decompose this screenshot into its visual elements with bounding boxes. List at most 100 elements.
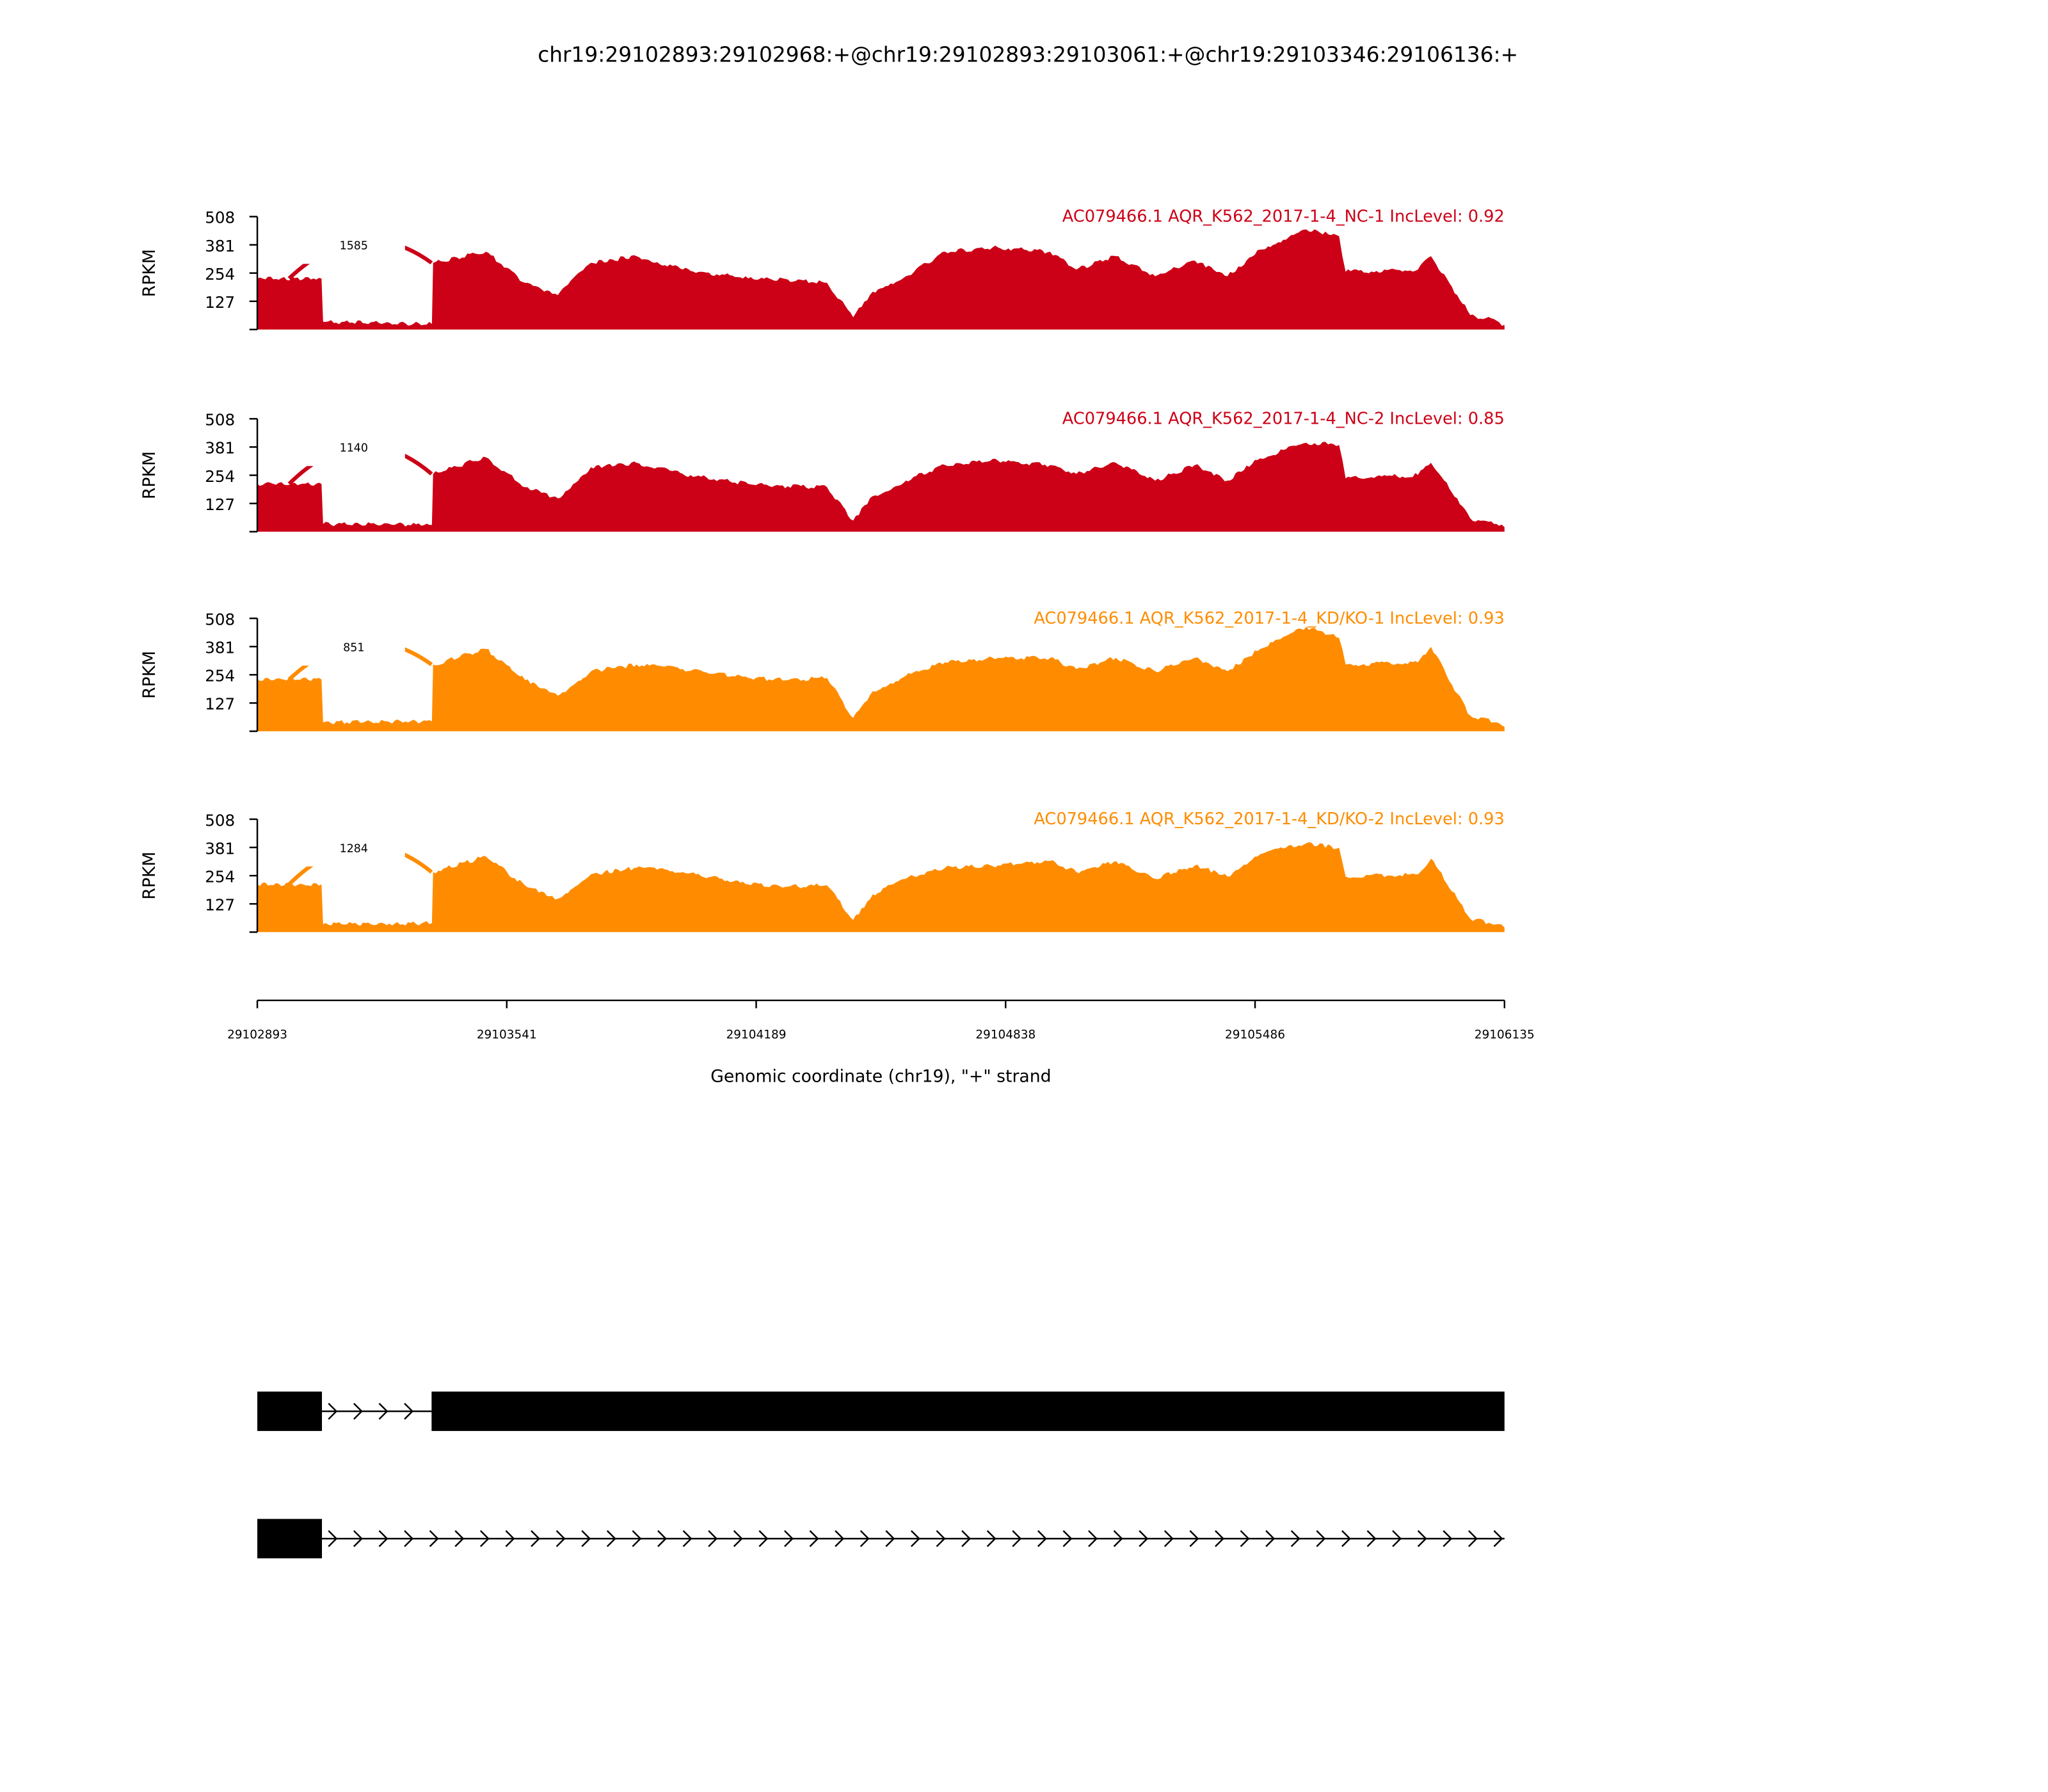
y-tick-label: 127 — [205, 293, 235, 312]
x-tick-label: 29104189 — [726, 1028, 787, 1042]
strand-arrow-icon — [1290, 1530, 1300, 1548]
strand-arrow-icon — [809, 1530, 819, 1548]
coverage-panel-2: 1140 127 254 381 508 RPKM AC079466.1 AQR_K562_… — [140, 410, 1505, 532]
x-tick-label: 29105486 — [1225, 1028, 1285, 1042]
strand-arrow-icon — [1468, 1530, 1478, 1548]
coverage-panel-3: 851 127 254 381 508 RPKM AC079466.1 AQR_K562_2… — [140, 609, 1505, 732]
coverage-area — [257, 627, 1505, 732]
x-tick-label: 29102893 — [227, 1028, 287, 1042]
strand-arrow-icon — [1316, 1530, 1326, 1548]
y-tick-label: 127 — [205, 896, 235, 915]
x-tick-label: 29104838 — [975, 1028, 1036, 1042]
y-tick-label: 254 — [205, 867, 235, 886]
strand-arrow-icon — [860, 1530, 870, 1548]
strand-arrow-icon — [454, 1530, 465, 1548]
y-tick-label: 508 — [205, 411, 235, 429]
y-axis-label: RPKM — [140, 451, 159, 499]
y-tick-label: 254 — [205, 667, 235, 685]
strand-arrow-icon — [1062, 1530, 1073, 1548]
sample-title: AC079466.1 AQR_K562_2017-1-4_KD/KO-1 Inc… — [1034, 609, 1504, 628]
y-tick-label: 508 — [205, 811, 235, 829]
coverage-panel-1: 1585 127 254 381 508 RPKM AC079466.1 AQR_K562_… — [140, 207, 1505, 331]
strand-arrow-icon — [1164, 1530, 1174, 1548]
exon-block — [257, 1391, 323, 1431]
exon-block — [431, 1391, 1505, 1431]
strand-arrow-icon — [758, 1530, 769, 1548]
x-axis: 29102893 29103541 29104189 29104838 29105486… — [227, 999, 1535, 1086]
strand-arrow-icon — [784, 1530, 794, 1548]
strand-arrow-icon — [531, 1530, 541, 1548]
coverage-panel-4: 1284 127 254 381 508 RPKM AC079466.1 AQR_K562_… — [140, 810, 1505, 933]
strand-arrow-icon — [885, 1530, 895, 1548]
strand-arrow-icon — [1012, 1530, 1022, 1548]
strand-arrow-icon — [1189, 1530, 1199, 1548]
junction-count-label: 1284 — [340, 842, 368, 855]
strand-arrow-icon — [1139, 1530, 1149, 1548]
y-axis-label: RPKM — [140, 651, 159, 699]
strand-arrow-icon — [328, 1402, 338, 1420]
strand-arrow-icon — [1037, 1530, 1047, 1548]
junction-count-label: 851 — [343, 641, 364, 654]
strand-arrow-icon — [556, 1530, 566, 1548]
strand-arrow-icon — [733, 1530, 743, 1548]
strand-arrow-icon — [353, 1402, 363, 1420]
y-tick-label: 508 — [205, 209, 235, 227]
sample-title: AC079466.1 AQR_K562_2017-1-4_KD/KO-2 Inc… — [1034, 810, 1504, 829]
strand-arrow-icon — [910, 1530, 920, 1548]
strand-arrow-icon — [682, 1530, 692, 1548]
sample-title: AC079466.1 AQR_K562_2017-1-4_NC-2 IncLev… — [1062, 410, 1505, 429]
strand-arrow-icon — [1443, 1530, 1453, 1548]
strand-arrow-icon — [986, 1530, 996, 1548]
chart-title: chr19:29102893:29102968:+@chr19:29102893… — [538, 42, 1518, 67]
strand-arrow-icon — [404, 1402, 414, 1420]
strand-arrow-icon — [632, 1530, 642, 1548]
y-tick-label: 127 — [205, 695, 235, 714]
x-tick-label: 29106135 — [1475, 1028, 1535, 1042]
strand-arrow-icon — [1417, 1530, 1427, 1548]
y-tick-label: 381 — [205, 839, 235, 858]
strand-arrow-icon — [479, 1530, 490, 1548]
y-tick-label: 254 — [205, 265, 235, 284]
junction-count-label: 1585 — [340, 240, 368, 253]
x-tick-label: 29103541 — [477, 1028, 537, 1042]
strand-arrow-icon — [581, 1530, 591, 1548]
strand-arrow-icon — [657, 1530, 668, 1548]
strand-arrow-icon — [353, 1530, 363, 1548]
strand-arrow-icon — [1265, 1530, 1276, 1548]
y-tick-label: 381 — [205, 439, 235, 458]
coverage-area — [257, 842, 1505, 932]
strand-arrow-icon — [708, 1530, 718, 1548]
strand-arrow-icon — [404, 1530, 414, 1548]
y-tick-label: 127 — [205, 495, 235, 514]
strand-arrow-icon — [606, 1530, 616, 1548]
coverage-area — [257, 442, 1505, 532]
junction-label-box — [300, 829, 405, 867]
strand-arrow-icon — [1088, 1530, 1098, 1548]
strand-arrow-icon — [378, 1402, 388, 1420]
strand-arrow-icon — [328, 1530, 338, 1548]
junction-label-box — [300, 227, 405, 264]
strand-arrow-icon — [936, 1530, 946, 1548]
strand-arrow-icon — [1341, 1530, 1351, 1548]
y-tick-label: 254 — [205, 467, 235, 486]
strand-arrow-icon — [1240, 1530, 1250, 1548]
y-tick-label: 508 — [205, 610, 235, 628]
strand-arrow-icon — [1215, 1530, 1224, 1548]
sample-title: AC079466.1 AQR_K562_2017-1-4_NC-1 IncLev… — [1062, 207, 1505, 227]
junction-label-box — [300, 628, 405, 666]
strand-arrow-icon — [835, 1530, 845, 1548]
exon-block — [257, 1519, 323, 1558]
strand-arrow-icon — [961, 1530, 972, 1548]
strand-arrow-icon — [1366, 1530, 1377, 1548]
strand-arrow-icon — [1493, 1530, 1503, 1548]
y-axis-label: RPKM — [140, 249, 159, 297]
coverage-area — [257, 229, 1505, 330]
y-axis-label: RPKM — [140, 852, 159, 900]
strand-arrow-icon — [1392, 1530, 1402, 1548]
junction-label-box — [300, 429, 405, 467]
junction-count-label: 1140 — [340, 442, 368, 455]
x-axis-label: Genomic coordinate (chr19), "+" strand — [710, 1066, 1051, 1086]
strand-arrow-icon — [378, 1530, 388, 1548]
y-tick-label: 381 — [205, 639, 235, 657]
